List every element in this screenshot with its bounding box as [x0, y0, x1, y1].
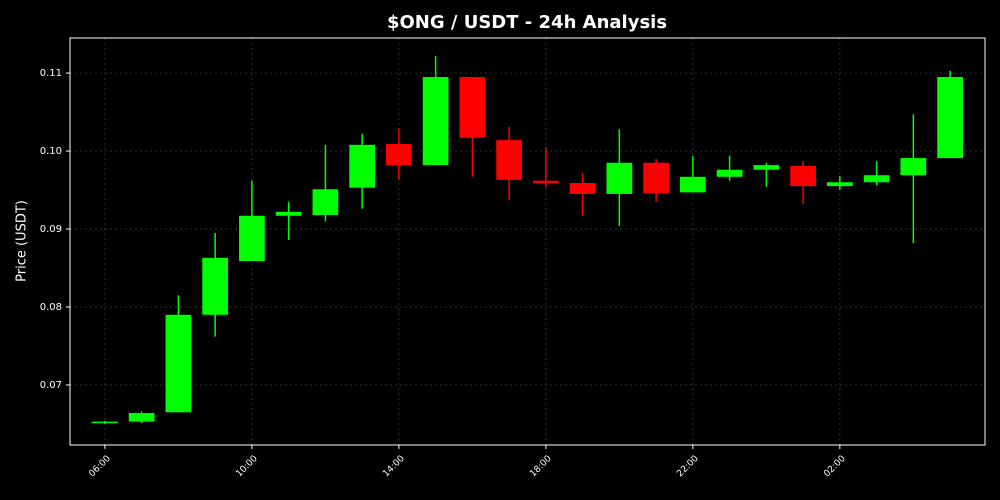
candle-body	[826, 182, 853, 187]
y-tick-label: 0.07	[40, 380, 62, 391]
candle-body	[92, 421, 118, 424]
candle-body	[863, 175, 890, 183]
candle-body	[312, 189, 339, 215]
candle-body	[459, 76, 486, 138]
candle-body	[716, 169, 743, 177]
candle-body	[753, 165, 780, 170]
plot-frame	[69, 37, 986, 446]
y-tick-label: 0.10	[40, 146, 62, 157]
candle-body	[606, 162, 633, 194]
candle-body	[202, 257, 229, 315]
candle-body	[128, 413, 155, 422]
candle-body	[386, 144, 412, 166]
candle-body	[496, 140, 522, 180]
candle-body	[165, 314, 192, 413]
candle-body	[275, 211, 302, 216]
candle-body	[680, 176, 706, 193]
candle-body	[533, 180, 559, 184]
y-tick-label: 0.08	[40, 302, 62, 313]
candle-body	[569, 183, 596, 194]
candle-body	[643, 162, 669, 194]
y-tick-label: 0.09	[40, 224, 62, 235]
y-axis-label: Price (USDT)	[15, 200, 30, 282]
candle-body	[349, 144, 375, 188]
candle-body	[937, 76, 963, 159]
chart-title: $ONG / USDT - 24h Analysis	[387, 12, 667, 33]
candle-body	[422, 76, 449, 166]
candle-body	[239, 215, 265, 261]
y-tick-label: 0.11	[40, 68, 62, 79]
candle-body	[790, 165, 816, 187]
candle-body	[900, 158, 927, 176]
